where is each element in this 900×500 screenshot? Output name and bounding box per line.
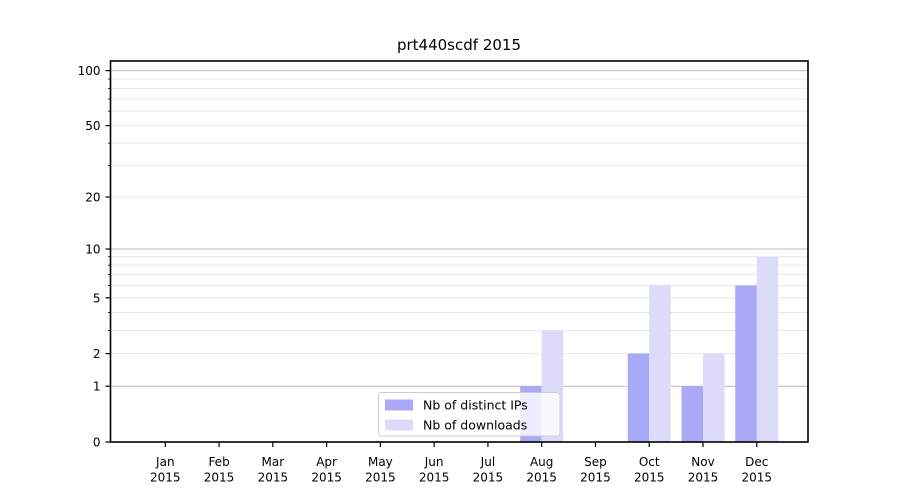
legend <box>378 392 561 437</box>
bar-downloads <box>756 256 779 442</box>
x-tick-label-month: Nov <box>691 455 714 469</box>
x-tick-label-month: Jun <box>424 455 444 469</box>
x-tick-label-month: Feb <box>208 455 229 469</box>
bar-downloads <box>703 353 725 442</box>
y-tick-label: 1 <box>93 380 101 394</box>
x-tick-label-year: 2015 <box>473 471 504 485</box>
x-tick-label-year: 2015 <box>204 471 235 485</box>
y-tick-label: 10 <box>85 243 100 257</box>
x-tick-label-month: Jan <box>155 455 175 469</box>
legend-label-distinct-ips: Nb of distinct IPs <box>423 398 528 413</box>
x-tick-label-year: 2015 <box>688 471 719 485</box>
x-tick-label-month: Jul <box>480 455 495 469</box>
bar-distinct-ips <box>627 353 650 442</box>
y-tick-label: 2 <box>93 347 101 361</box>
x-tick-label-month: Apr <box>316 455 337 469</box>
bar-downloads <box>649 285 671 442</box>
legend-swatch-downloads <box>385 419 413 431</box>
x-tick-label-year: 2015 <box>419 471 450 485</box>
bar-distinct-ips <box>681 386 703 442</box>
x-tick-label-month: May <box>368 455 393 469</box>
x-tick-label-month: Oct <box>639 455 660 469</box>
x-tick-label-year: 2015 <box>311 471 342 485</box>
y-tick-label: 50 <box>85 119 100 133</box>
x-tick-label-month: Sep <box>584 455 607 469</box>
plot-frame <box>109 60 809 443</box>
y-tick-label: 100 <box>78 64 101 78</box>
x-tick-label-year: 2015 <box>741 471 772 485</box>
chart-title: prt440scdf 2015 <box>396 36 521 54</box>
x-tick-label-month: Dec <box>745 455 768 469</box>
legend-swatch-distinct-ips <box>385 399 413 411</box>
y-tick-label: 20 <box>85 190 100 204</box>
bar-distinct-ips <box>735 285 757 442</box>
x-tick-label-year: 2015 <box>580 471 611 485</box>
x-tick-label-month: Aug <box>530 455 553 469</box>
x-tick-label-year: 2015 <box>526 471 557 485</box>
x-tick-label-year: 2015 <box>365 471 396 485</box>
x-tick-label-month: Mar <box>262 455 285 469</box>
y-tick-label: 5 <box>93 291 101 305</box>
legend-label-downloads: Nb of downloads <box>423 418 527 433</box>
x-tick-label-year: 2015 <box>634 471 665 485</box>
x-tick-label-year: 2015 <box>258 471 289 485</box>
x-tick-label-year: 2015 <box>150 471 181 485</box>
y-tick-label: 0 <box>93 436 101 450</box>
